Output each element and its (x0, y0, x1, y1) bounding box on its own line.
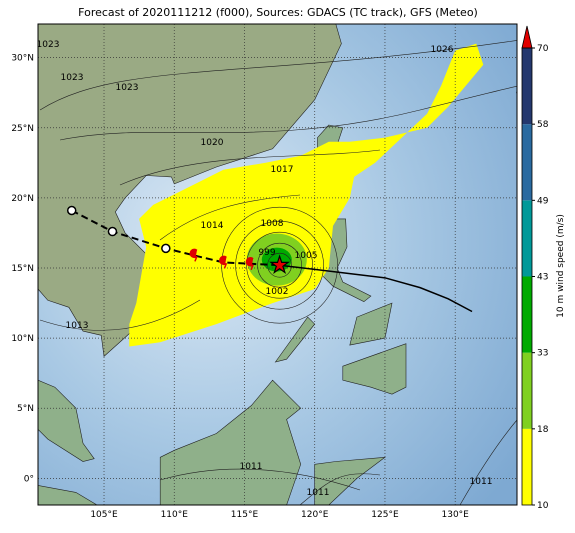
isobar-label: 1014 (201, 221, 224, 231)
isobar-label: 1011 (307, 488, 330, 498)
colorbar-segment (522, 200, 532, 277)
isobar (299, 473, 381, 505)
colorbar-tick-label: 18 (537, 425, 549, 435)
colorbar-tick-label: 10 (537, 501, 549, 511)
isobar-label: 1023 (61, 73, 84, 83)
isobar-label: 1011 (470, 477, 493, 487)
isobar (235, 220, 324, 310)
colorbar: 10 18 33 43 49 58 70 10 m wind speed (m/s) (521, 25, 566, 511)
colorbar-tick-label: 43 (537, 273, 548, 283)
x-tick-label: 125°E (371, 510, 399, 520)
isobar (267, 252, 292, 278)
x-tick-label: 105°E (90, 510, 118, 520)
isobar-label: 1005 (295, 251, 318, 261)
isobar-label: 1011 (240, 462, 263, 472)
isobar (159, 194, 301, 241)
isobar (59, 86, 517, 141)
land (38, 24, 342, 358)
track-point (189, 248, 198, 262)
map: 1026 1023 1023 1023 1020 1017 1014 1008 999 1002 1… (37, 24, 517, 505)
land (159, 379, 302, 505)
track-point (66, 205, 77, 216)
isobar (221, 206, 338, 324)
y-tick-label: 5°N (17, 404, 34, 414)
isobar-label: 1020 (201, 138, 224, 148)
y-tick-label: 20°N (11, 194, 34, 204)
title: Forecast of 2020111212 (f000), Sources: … (78, 6, 478, 19)
colorbar-segment (522, 428, 532, 505)
colorbar-tick-label: 49 (537, 196, 549, 206)
x-tick-label: 110°E (161, 510, 189, 520)
y-tick-label: 10°N (11, 334, 34, 344)
isobar (257, 242, 302, 288)
land (342, 343, 407, 395)
track-point (107, 226, 118, 237)
colorbar-tick-label: 33 (537, 349, 548, 359)
land (349, 302, 393, 346)
colorbar-segment (522, 124, 532, 201)
y-tick-label: 15°N (11, 264, 34, 274)
colorbar-extend (521, 25, 533, 49)
colorbar-label: 10 m wind speed (m/s) (556, 214, 566, 318)
colorbar-tick-label: 70 (537, 44, 549, 54)
isobar (119, 149, 381, 186)
isobar (159, 468, 361, 491)
y-tick-label: 30°N (11, 54, 34, 64)
y-tick-label: 0° (24, 474, 34, 484)
track-point (219, 255, 228, 269)
isobar-label: 1008 (261, 219, 284, 229)
isobar-label: 1002 (266, 287, 289, 297)
track-point (245, 257, 254, 271)
track-point (161, 243, 171, 254)
x-tick-label: 130°E (442, 510, 470, 520)
wind-area (129, 43, 484, 347)
isobar-label: 1023 (37, 40, 60, 50)
colorbar-segment (522, 276, 532, 353)
colorbar-segment (522, 48, 532, 125)
colorbar-segment (522, 352, 532, 429)
isobar (246, 231, 313, 299)
isobar-label: 1013 (66, 321, 89, 331)
forecast-track (279, 264, 473, 313)
land (38, 379, 95, 462)
isobar-label: 1017 (271, 165, 294, 175)
x-tick-label: 120°E (301, 510, 329, 520)
isobar (39, 40, 517, 111)
isobar (459, 419, 517, 505)
colorbar-tick-label: 58 (537, 120, 549, 130)
isobar-label: 1026 (431, 45, 454, 55)
isobar (39, 299, 201, 331)
y-tick-label: 25°N (11, 124, 34, 134)
current-position (269, 254, 291, 275)
x-tick-label: 115°E (231, 510, 259, 520)
isobar-label: 999 (258, 248, 275, 258)
land (38, 485, 98, 505)
map-frame (37, 23, 518, 506)
isobar-label: 1023 (116, 83, 139, 93)
